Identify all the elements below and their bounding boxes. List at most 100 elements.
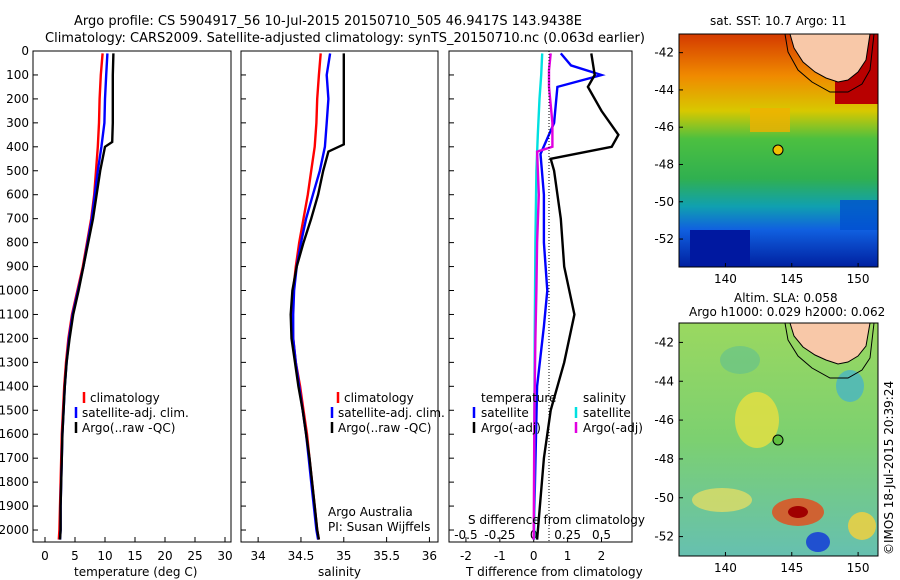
- credit-text: Argo Australia: [328, 505, 413, 519]
- map-y-tick-label: -44: [654, 83, 674, 97]
- x-tick-label: 2: [598, 549, 606, 563]
- x-tick-label: 0: [41, 549, 49, 563]
- map-y-tick-label: -46: [654, 120, 674, 134]
- depth-tick-label: 1900: [0, 499, 29, 513]
- sla-anomaly: [836, 370, 864, 402]
- series-temperature-argo-adj-: [535, 53, 620, 540]
- s-tick-label: -0.25: [484, 528, 515, 542]
- map-x-tick-label: 150: [847, 561, 870, 575]
- imos-stamp: ©IMOS 18-Jul-2015 20:39:24: [882, 381, 896, 555]
- map-y-tick-label: -52: [654, 530, 674, 544]
- sla-anomaly: [720, 346, 760, 374]
- map-x-tick-label: 140: [714, 272, 737, 286]
- s-difference-axis-label: S difference from climatology: [468, 513, 645, 527]
- series-argo-raw-qc-: [289, 53, 345, 540]
- map-y-tick-label: -50: [654, 491, 674, 505]
- map-y-tick-label: -44: [654, 374, 674, 388]
- map-x-tick-label: 145: [780, 561, 803, 575]
- tasmania-shape: [789, 322, 871, 365]
- map-y-tick-label: -50: [654, 195, 674, 209]
- depth-tick-label: 1000: [0, 284, 29, 298]
- salinity-axis-label: salinity: [318, 565, 361, 579]
- s-tick-label: 0.25: [554, 528, 581, 542]
- sla-map: [678, 322, 879, 557]
- sst-map-title: sat. SST: 10.7 Argo: 11: [710, 14, 847, 28]
- map-y-tick-label: -52: [654, 232, 674, 246]
- depth-tick-label: 1300: [0, 355, 29, 369]
- x-tick-label: 35: [336, 549, 351, 563]
- x-tick-label: 5: [71, 549, 79, 563]
- depth-tick-label: 200: [6, 92, 29, 106]
- depth-tick-label: 1600: [0, 427, 29, 441]
- x-tick-label: 1: [564, 549, 572, 563]
- legend-label-climatology: climatology: [344, 391, 414, 405]
- legend-label-climatology: climatology: [90, 391, 160, 405]
- map-x-tick-label: 150: [847, 272, 870, 286]
- legend-label-salinity-argo: Argo(-adj): [583, 421, 643, 435]
- map-axes-layer: 140 145 150 -42 -44 -46 -48 -50 -52 140 145 150 -42 -…: [654, 46, 869, 575]
- depth-tick-label: 2000: [0, 523, 29, 537]
- s-tick-label: 0.5: [592, 528, 611, 542]
- depth-tick-label: 1700: [0, 451, 29, 465]
- legend-label-temperature-argo: Argo(-adj): [481, 421, 541, 435]
- x-tick-label: 34.5: [288, 549, 315, 563]
- sla-anomaly: [848, 512, 876, 540]
- sla-map-title-1: Altim. SLA: 0.058: [734, 291, 838, 305]
- sla-anomaly: [735, 392, 779, 448]
- legend-label-satellite: satellite-adj. clim.: [82, 406, 189, 420]
- series-temperature-satellite: [532, 52, 606, 540]
- depth-tick-label: 1400: [0, 379, 29, 393]
- axes-layer: 0100200300400500600700800900100011001200…: [0, 44, 611, 563]
- legend-label-argo: Argo(..raw -QC): [338, 421, 431, 435]
- x-tick-label: 36: [422, 549, 437, 563]
- pi-text: PI: Susan Wijffels: [328, 520, 430, 534]
- depth-tick-label: 1200: [0, 331, 29, 345]
- legend-label-argo: Argo(..raw -QC): [82, 421, 175, 435]
- sst-cold-patch: [690, 230, 750, 267]
- map-y-tick-label: -42: [654, 46, 674, 60]
- legend-label-salinity-satellite: satellite: [583, 406, 631, 420]
- map-y-tick-label: -46: [654, 413, 674, 427]
- shelf-contour: [784, 33, 875, 93]
- tasmania-shape: [789, 33, 871, 83]
- depth-tick-label: 800: [6, 236, 29, 250]
- depth-tick-label: 1100: [0, 307, 29, 321]
- sla-anomaly: [806, 532, 830, 552]
- header-line-1: Argo profile: CS 5904917_56 10-Jul-2015 …: [74, 14, 582, 29]
- map-y-tick-label: -48: [654, 452, 674, 466]
- sla-map-frame: [678, 322, 879, 557]
- depth-tick-label: 900: [6, 260, 29, 274]
- x-tick-label: -2: [460, 549, 472, 563]
- x-tick-label: 30: [217, 549, 232, 563]
- legend-label-satellite: satellite-adj. clim.: [338, 406, 445, 420]
- s-tick-label: -0.5: [454, 528, 477, 542]
- map-y-tick-label: -48: [654, 157, 674, 171]
- legend-label-temperature-satellite: satellite: [481, 406, 529, 420]
- x-tick-label: 34: [250, 549, 265, 563]
- map-x-tick-label: 145: [780, 272, 803, 286]
- x-tick-label: -1: [494, 549, 506, 563]
- sla-map-title-2: Argo h1000: 0.029 h2000: 0.062: [689, 305, 885, 319]
- x-tick-label: 25: [187, 549, 202, 563]
- difference-legend: temperature satellite Argo(-adj) salinit…: [472, 391, 643, 435]
- sst-warm-patch: [750, 108, 790, 132]
- sst-cold-patch: [840, 200, 878, 230]
- depth-tick-label: 400: [6, 140, 29, 154]
- sla-anomaly: [788, 506, 808, 518]
- x-tick-label: 20: [157, 549, 172, 563]
- legend-title-temperature: temperature: [481, 391, 556, 405]
- temperature-legend: climatology satellite-adj. clim. Argo(..…: [74, 391, 189, 435]
- header-line-2: Climatology: CARS2009. Satellite-adjuste…: [45, 31, 645, 46]
- legend-title-salinity: salinity: [583, 391, 626, 405]
- sst-map: [678, 33, 879, 268]
- depth-tick-label: 100: [6, 68, 29, 82]
- x-tick-label: 0: [530, 549, 538, 563]
- argo-location-marker: [772, 434, 784, 446]
- difference-panel: [448, 50, 633, 543]
- sla-anomaly: [692, 488, 752, 512]
- x-tick-label: 10: [97, 549, 112, 563]
- shelf-contour: [784, 322, 875, 379]
- sst-map-frame: [678, 33, 879, 268]
- map-y-tick-label: -42: [654, 335, 674, 349]
